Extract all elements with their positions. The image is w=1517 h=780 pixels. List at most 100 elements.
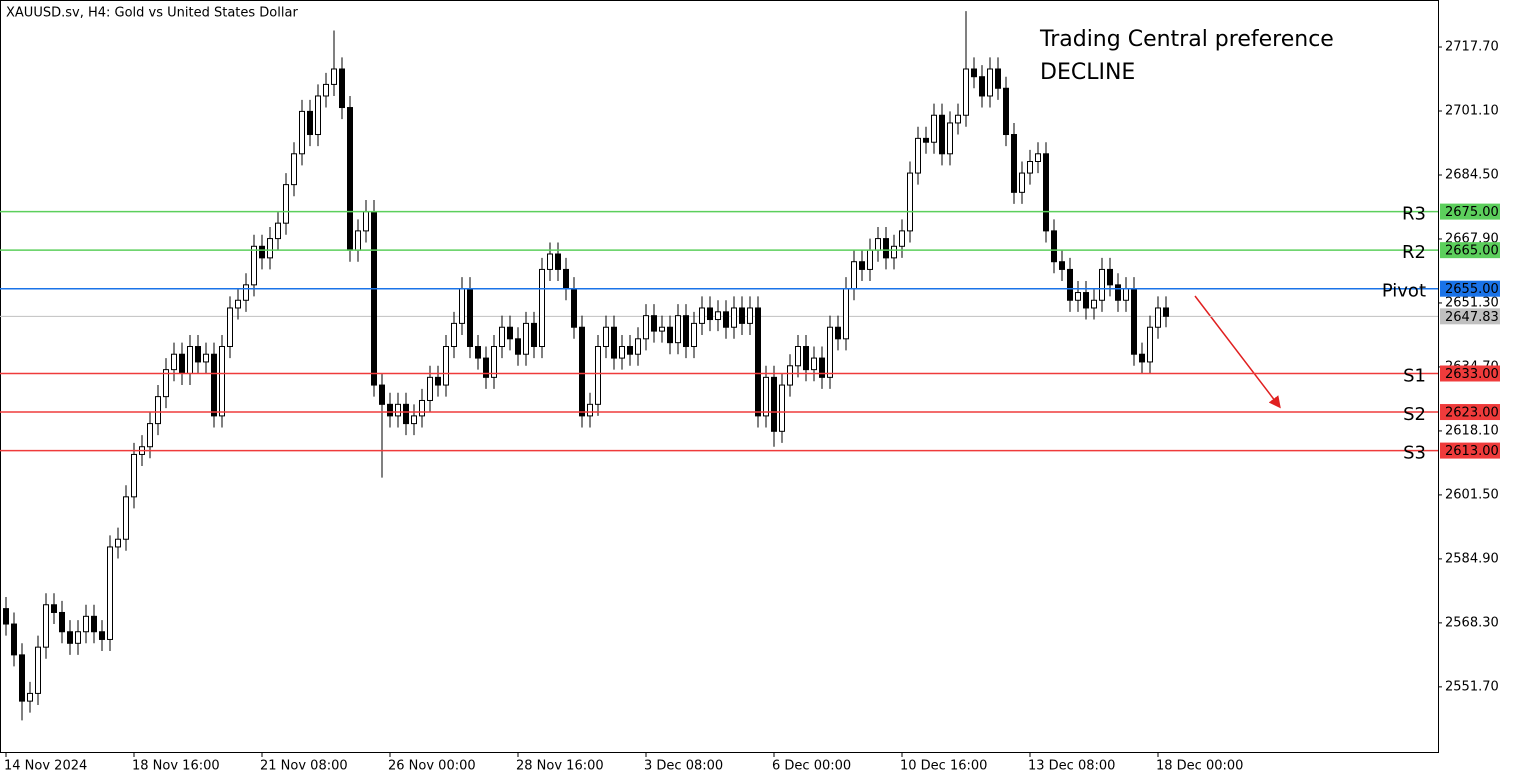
candle-body bbox=[1003, 87, 1009, 136]
candle-body bbox=[611, 326, 617, 359]
x-tick-label: 6 Dec 00:00 bbox=[772, 759, 851, 774]
candle-body bbox=[1035, 153, 1041, 163]
candle-body bbox=[843, 288, 849, 340]
candle-body bbox=[1019, 172, 1025, 193]
candle-body bbox=[355, 230, 361, 251]
candle-body bbox=[1123, 288, 1129, 301]
level-label: 2675.00 bbox=[1445, 205, 1499, 220]
candle-body bbox=[307, 110, 313, 136]
candle-body bbox=[787, 365, 793, 386]
annotation: DECLINE bbox=[1040, 60, 1135, 85]
candle-body bbox=[827, 326, 833, 378]
candle-body bbox=[939, 114, 945, 155]
y-tick-label: 2684.50 bbox=[1445, 167, 1499, 182]
candle-body bbox=[587, 403, 593, 417]
candle-body bbox=[1075, 292, 1081, 301]
candle-body bbox=[819, 357, 825, 378]
candle-body bbox=[555, 253, 561, 270]
candle-body bbox=[523, 322, 529, 355]
candle-body bbox=[1011, 134, 1017, 193]
candle-body bbox=[635, 338, 641, 355]
candle-body bbox=[675, 315, 681, 344]
candle-body bbox=[899, 230, 905, 247]
candle-body bbox=[651, 315, 657, 332]
x-tick-label: 18 Dec 00:00 bbox=[1156, 759, 1243, 774]
candle-body bbox=[1155, 307, 1161, 328]
candle-body bbox=[571, 288, 577, 328]
annotation: Trading Central preference bbox=[1039, 27, 1334, 52]
candle-body bbox=[459, 288, 465, 324]
candle-body bbox=[595, 346, 601, 405]
candle-body bbox=[411, 415, 417, 425]
candle-body bbox=[715, 311, 721, 321]
candle-body bbox=[475, 346, 481, 359]
candle-body bbox=[883, 238, 889, 259]
last-price-tag bbox=[1440, 308, 1500, 325]
candle-body bbox=[83, 615, 89, 633]
level-tag bbox=[1440, 404, 1500, 421]
candle-body bbox=[907, 172, 913, 232]
level-name: S3 bbox=[1403, 443, 1426, 464]
candle-body bbox=[219, 346, 225, 417]
candle-body bbox=[1131, 288, 1137, 355]
candle-body bbox=[35, 646, 41, 694]
x-tick-label: 18 Nov 16:00 bbox=[132, 759, 220, 774]
candle-body bbox=[331, 68, 337, 85]
candle-body bbox=[11, 623, 17, 656]
level-name: S2 bbox=[1403, 404, 1426, 425]
candle-body bbox=[923, 137, 929, 143]
candle-body bbox=[171, 353, 177, 371]
candle-body bbox=[1051, 230, 1057, 263]
candle-body bbox=[739, 307, 745, 324]
candle-body bbox=[539, 268, 545, 348]
candle-body bbox=[1099, 268, 1105, 301]
candle-body bbox=[619, 346, 625, 359]
candle-body bbox=[1107, 268, 1113, 286]
y-tick-label: 2568.30 bbox=[1445, 615, 1499, 630]
candle-body bbox=[131, 453, 137, 498]
level-name: R3 bbox=[1402, 204, 1426, 225]
chart-title: XAUUSD.sv, H4: Gold vs United States Dol… bbox=[6, 6, 298, 21]
candle-body bbox=[483, 357, 489, 378]
candle-body bbox=[259, 245, 265, 259]
y-tick-label: 2551.70 bbox=[1445, 679, 1499, 694]
candle-body bbox=[779, 384, 785, 432]
candle-body bbox=[987, 68, 993, 97]
candle-body bbox=[803, 346, 809, 371]
candle-body bbox=[507, 326, 513, 340]
candle-body bbox=[1027, 161, 1033, 174]
y-tick-label: 2584.90 bbox=[1445, 551, 1499, 566]
candle-body bbox=[203, 353, 209, 363]
candle-body bbox=[403, 403, 409, 425]
candle-body bbox=[363, 211, 369, 232]
last-price-label: 2647.83 bbox=[1445, 310, 1499, 325]
level-name: S1 bbox=[1403, 365, 1426, 386]
candle-body bbox=[1043, 153, 1049, 232]
candle-body bbox=[707, 307, 713, 321]
level-tag bbox=[1440, 442, 1500, 459]
candle-body bbox=[179, 353, 185, 374]
candle-body bbox=[955, 114, 961, 124]
arrow bbox=[1194, 295, 1281, 409]
candle-body bbox=[115, 538, 121, 548]
candle-body bbox=[811, 357, 817, 371]
level-tag bbox=[1440, 242, 1500, 259]
candle-body bbox=[107, 546, 113, 640]
candle-body bbox=[211, 353, 217, 417]
candle-body bbox=[747, 307, 753, 324]
level-tag bbox=[1440, 365, 1500, 382]
candle-body bbox=[699, 307, 705, 324]
candle-body bbox=[579, 326, 585, 417]
candle-body bbox=[563, 268, 569, 290]
candle-body bbox=[187, 346, 193, 374]
candle-body bbox=[155, 396, 161, 425]
y-tick-label: 2701.10 bbox=[1445, 104, 1499, 119]
candle-body bbox=[195, 346, 201, 363]
candle-body bbox=[979, 76, 985, 97]
y-tick-label: 2651.30 bbox=[1445, 295, 1499, 310]
candle-body bbox=[379, 384, 385, 405]
y-tick-label: 2717.70 bbox=[1445, 40, 1499, 55]
candle-body bbox=[627, 346, 633, 355]
candle-body bbox=[443, 346, 449, 386]
